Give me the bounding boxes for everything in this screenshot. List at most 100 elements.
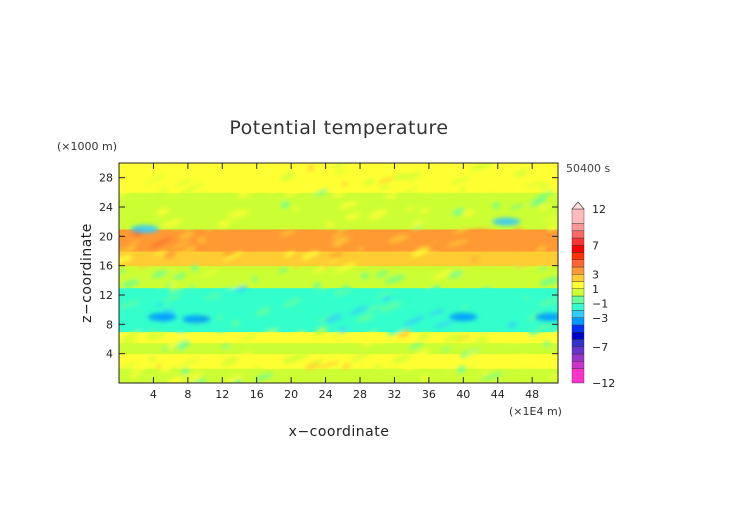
heatmap-cell	[271, 218, 291, 225]
heatmap-cell	[512, 354, 530, 361]
colorbar-label: 12	[592, 203, 606, 216]
heatmap-cell	[239, 243, 253, 251]
heatmap-cell	[409, 342, 424, 350]
heatmap-cell	[277, 323, 291, 330]
heatmap-cell	[538, 204, 548, 210]
heatmap-cell	[265, 289, 286, 299]
heatmap-cell	[458, 224, 474, 231]
heatmap-cell	[539, 346, 549, 351]
heatmap-cell	[284, 185, 302, 196]
colorbar-swatch	[571, 230, 585, 239]
heatmap-cell	[338, 327, 348, 333]
heatmap-cell	[255, 307, 271, 316]
heatmap-cell	[397, 329, 412, 339]
heatmap-cell	[444, 239, 451, 245]
heatmap-cell	[290, 321, 297, 326]
heatmap-cell	[146, 303, 158, 311]
heatmap-cell	[343, 287, 351, 293]
heatmap-cell	[444, 303, 458, 312]
heatmap-cell	[136, 369, 153, 377]
heatmap-cell	[142, 310, 154, 317]
heatmap-cell	[263, 357, 273, 363]
heatmap-cell	[362, 237, 384, 247]
heatmap-cell	[471, 304, 478, 312]
heatmap-cell	[341, 363, 352, 370]
heatmap-cell	[254, 373, 274, 381]
heatmap-cell	[375, 270, 389, 278]
colorbar-swatch	[571, 324, 585, 333]
heatmap-cell	[164, 304, 172, 309]
heatmap-cell	[468, 291, 489, 300]
heatmap-cell	[240, 334, 258, 342]
heatmap-cell	[143, 331, 158, 338]
heatmap-cell	[391, 355, 410, 364]
heatmap-cell	[252, 367, 262, 374]
x-tick-label: 16	[250, 388, 264, 401]
heatmap-cell	[382, 296, 392, 301]
colorbar-label: −12	[592, 377, 615, 390]
heatmap-cell	[349, 306, 369, 315]
heatmap-cell	[411, 246, 430, 258]
heatmap-cell	[493, 201, 500, 210]
heatmap-cell	[406, 299, 426, 309]
heatmap-cell	[380, 243, 393, 250]
y-tick-label: 24	[99, 201, 113, 214]
heatmap-cell	[279, 229, 297, 237]
heatmap-cell	[292, 206, 300, 212]
heatmap-band	[119, 342, 558, 355]
heatmap-cell	[178, 232, 194, 240]
x-tick-label: 20	[284, 388, 298, 401]
heatmap-cell	[389, 209, 400, 216]
heatmap-cell	[226, 209, 249, 220]
x-unit-label: (×1E4 m)	[509, 405, 562, 418]
heatmap-cell	[417, 255, 437, 264]
heatmap-cell	[160, 240, 182, 248]
heatmap-cell	[456, 365, 467, 374]
heatmap-feature	[449, 313, 478, 321]
heatmap-cell	[161, 218, 183, 228]
heatmap-cell	[539, 183, 549, 190]
heatmap-cell	[543, 340, 551, 348]
heatmap-cell	[168, 334, 185, 343]
heatmap-cell	[497, 169, 520, 180]
heatmap-cell	[160, 365, 171, 373]
heatmap-cell	[317, 198, 340, 208]
heatmap-cell	[401, 361, 425, 371]
colorbar-overflow-arrow	[571, 201, 585, 210]
heatmap-cell	[440, 346, 452, 352]
colorbar-swatch	[571, 317, 585, 326]
heatmap-cell	[155, 375, 175, 383]
heatmap-cell	[251, 276, 258, 282]
heatmap-cell	[119, 165, 126, 170]
y-tick-label: 4	[106, 348, 113, 361]
colorbar-swatch	[571, 223, 585, 231]
heatmap-cell	[377, 176, 395, 184]
heatmap-cell	[318, 361, 341, 369]
heatmap-cell	[338, 201, 359, 209]
heatmap-cell	[428, 286, 441, 292]
heatmap-cell	[415, 349, 430, 358]
heatmap-cell	[510, 228, 524, 234]
heatmap-cell	[275, 196, 284, 204]
heatmap-cell	[188, 285, 196, 290]
heatmap-cell	[164, 293, 183, 302]
colorbar-swatch	[571, 295, 585, 304]
heatmap-cell	[414, 175, 429, 183]
heatmap-cell	[218, 220, 231, 229]
heatmap-cell	[151, 344, 162, 350]
heatmap-feature	[294, 232, 323, 241]
heatmap-cell	[280, 201, 291, 209]
heatmap-cell	[462, 209, 475, 217]
heatmap-cell	[368, 348, 380, 353]
heatmap-cell	[362, 339, 374, 347]
heatmap-cell	[183, 183, 206, 193]
heatmap-cell	[301, 295, 323, 305]
heatmap-cell	[550, 330, 558, 339]
heatmap-cell	[385, 191, 397, 200]
heatmap-cell	[171, 240, 191, 250]
heatmap-cell	[184, 220, 206, 230]
heatmap-cell	[119, 301, 140, 308]
heatmap-cell	[442, 341, 449, 349]
heatmap-cell	[465, 350, 480, 358]
heatmap-cell	[263, 163, 280, 173]
